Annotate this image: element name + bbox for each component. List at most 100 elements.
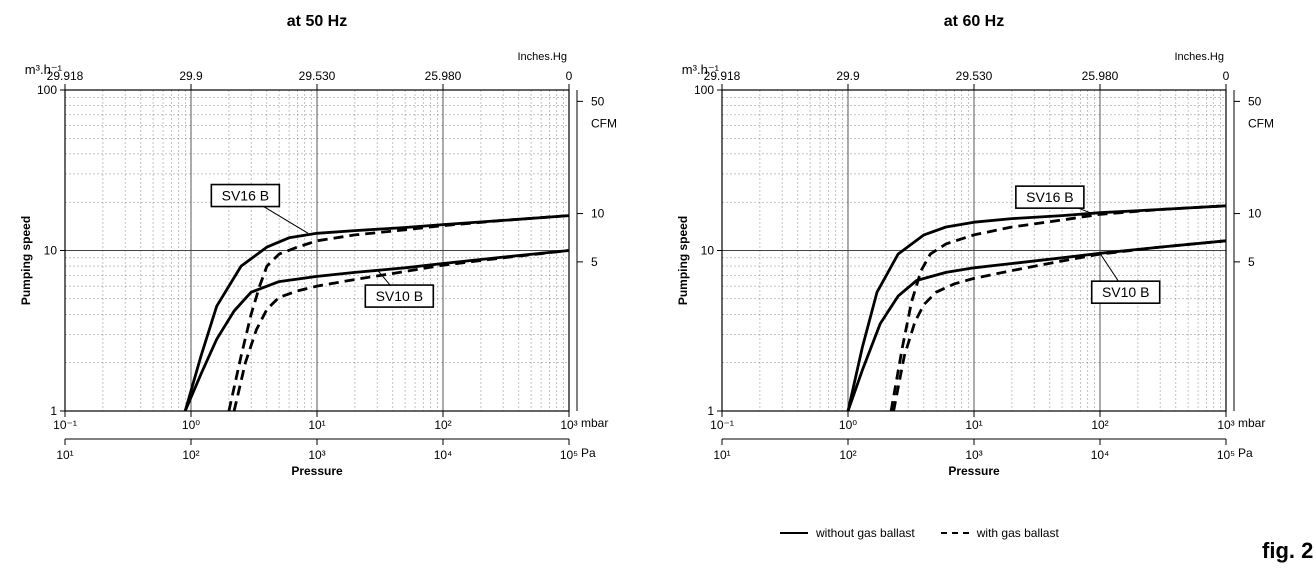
x-axis-label: Pressure [948,464,1000,478]
x-axis-unit-top: Inches.Hg [1174,51,1224,63]
x-tick-label-top: 0 [1223,69,1230,83]
x-tick-label-bottom: 10² [434,418,451,432]
callout: SV10 B [364,269,435,308]
x-tick-label-top: 29.918 [47,69,84,83]
series-line-sv10-b-dashed [892,239,1227,412]
x-tick-label-pa: 10¹ [713,448,730,462]
callout-label: SV10 B [376,288,423,304]
y-axis-label: Pumping speed [676,216,690,305]
callout: SV16 B [210,183,309,234]
x-tick-label-pa: 10¹ [56,448,73,462]
y-tick-label-right: 10 [1248,207,1262,221]
x-tick-label-top: 29.530 [956,69,993,83]
callout-box [1090,280,1161,304]
series-line-sv16-b-dashed [889,204,1227,412]
chart-svg: at 60 Hz 1 10 100 Pumping speed m³.h⁻¹ 5 10 50 CF… [676,13,1274,478]
callout-label: SV16 B [222,188,269,204]
x-tick-label-bottom: 10⁰ [182,418,200,432]
chart-svg: at 50 Hz 1 10 100 Pumping speed m³.h⁻¹ 5 10 50 CF… [19,13,617,478]
x-tick-label-top: 0 [566,69,573,83]
y-tick-label-right: 50 [1248,94,1262,108]
callout-label: SV16 B [1026,189,1073,205]
callout-box [364,284,435,308]
x-axis-unit-pa: Pa [581,446,596,460]
y-tick-label-left: 1 [707,404,714,418]
x-axis-top: 29.918 29.9 29.530 25.980 0 Inches.Hg [47,51,573,90]
y-axis-right: 5 10 50 CFM [1233,90,1274,411]
y-axis-unit-right: CFM [591,116,617,130]
figure-label: fig. 2 [1262,538,1314,563]
grid [722,90,1226,411]
x-tick-label-top: 29.918 [704,69,741,83]
y-tick-label-right: 50 [591,94,605,108]
x-tick-label-top: 25.980 [1082,69,1119,83]
chart-title: at 60 Hz [944,13,1004,30]
x-axis-top: 29.918 29.9 29.530 25.980 0 Inches.Hg [704,51,1230,90]
x-tick-label-pa: 10³ [308,448,325,462]
callout-box [1015,185,1085,209]
x-axis-unit-pa: Pa [1238,446,1253,460]
series-line-sv16-b-solid [183,214,570,412]
y-tick-label-left: 100 [694,83,714,97]
x-tick-label-bottom: 10³ [1217,418,1234,432]
callout-box [210,183,281,208]
y-tick-label-left: 100 [37,83,57,97]
grid [65,90,569,411]
y-tick-label-right: 5 [1248,255,1255,269]
y-axis-unit-left: m³.h⁻¹ [25,62,63,77]
x-tick-label-bottom: 10³ [560,418,577,432]
chart-title: at 50 Hz [287,13,347,30]
y-tick-label-right: 10 [591,207,605,221]
legend-swatch-dashed [940,532,969,534]
y-axis-right: 5 10 50 CFM [576,90,617,411]
series-line-sv10-b-dashed [232,249,570,412]
x-tick-label-pa: 10³ [965,448,982,462]
y-tick-label-right: 5 [591,255,598,269]
callout: SV10 B [1090,253,1161,304]
callout-label: SV10 B [1102,284,1149,300]
x-axis-unit-bottom: mbar [581,416,608,430]
legend-item-without-gas-ballast: without gas ballast [780,526,915,540]
callout: SV16 B [1015,185,1095,215]
x-tick-label-top: 25.980 [425,69,462,83]
x-axis-label: Pressure [291,464,343,478]
x-axis-bottom: 10⁻¹ 10⁰ 10¹ 10² 10³ mbar [710,411,1265,432]
legend-item-with-gas-ballast: with gas ballast [940,526,1059,540]
x-tick-label-bottom: 10⁻¹ [53,418,77,432]
y-axis-left: 1 10 100 Pumping speed m³.h⁻¹ [19,62,65,418]
y-axis-unit-right: CFM [1248,116,1274,130]
x-axis-pa: 10¹ 10² 10³ 10⁴ 10⁵ Pa [56,438,596,462]
x-tick-label-bottom: 10⁻¹ [710,418,734,432]
y-tick-label-left: 10 [44,244,58,258]
y-tick-label-left: 10 [701,244,715,258]
legend-label-solid: without gas ballast [816,526,915,540]
x-tick-label-pa: 10² [182,448,199,462]
x-tick-label-pa: 10² [839,448,856,462]
x-tick-label-pa: 10⁵ [560,448,578,462]
x-axis-unit-top: Inches.Hg [517,51,567,63]
x-tick-label-pa: 10⁵ [1217,448,1235,462]
x-tick-label-top: 29.9 [179,69,203,83]
y-axis-label: Pumping speed [19,216,33,305]
y-tick-label-left: 1 [50,404,57,418]
series-line-sv16-b-dashed [227,214,570,412]
series-line-sv10-b-solid [183,249,570,412]
series [846,204,1227,412]
x-axis-pa: 10¹ 10² 10³ 10⁴ 10⁵ Pa [713,438,1253,462]
x-tick-label-pa: 10⁴ [1091,448,1110,462]
legend: without gas ballast with gas ballast [780,526,1059,540]
x-tick-label-top: 29.530 [299,69,336,83]
y-axis-unit-left: m³.h⁻¹ [682,62,720,77]
legend-swatch-solid [780,532,808,534]
x-tick-label-pa: 10⁴ [434,448,453,462]
chart-60hz: at 60 Hz 1 10 100 Pumping speed m³.h⁻¹ 5 10 50 CF… [657,0,1314,500]
x-tick-label-bottom: 10² [1091,418,1108,432]
x-tick-label-bottom: 10¹ [308,418,325,432]
series-line-sv16-b-solid [846,204,1227,412]
chart-50hz: at 50 Hz 1 10 100 Pumping speed m³.h⁻¹ 5 10 50 CF… [0,0,657,500]
y-axis-left: 1 10 100 Pumping speed m³.h⁻¹ [676,62,722,418]
legend-label-dashed: with gas ballast [976,526,1059,540]
x-axis-bottom: 10⁻¹ 10⁰ 10¹ 10² 10³ mbar [53,411,608,432]
x-tick-label-top: 29.9 [836,69,860,83]
x-tick-label-bottom: 10⁰ [839,418,857,432]
